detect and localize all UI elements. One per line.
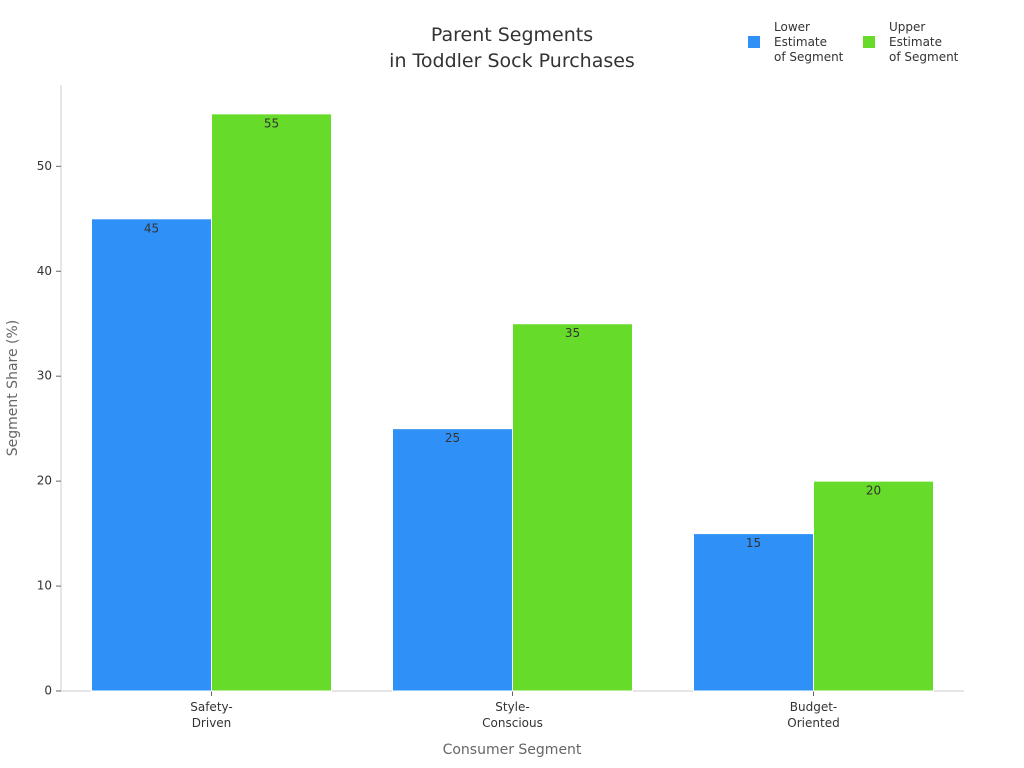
value-label: 45 bbox=[144, 221, 159, 235]
y-tick-label: 0 bbox=[44, 684, 52, 698]
value-label: 35 bbox=[565, 326, 580, 340]
bar bbox=[91, 218, 212, 692]
x-tick-label: Style-Conscious bbox=[482, 700, 543, 730]
x-axis-label: Consumer Segment bbox=[443, 742, 582, 758]
legend-swatch bbox=[748, 36, 760, 48]
x-tick-label: Safety-Driven bbox=[190, 700, 233, 730]
value-label: 55 bbox=[264, 116, 279, 130]
value-label: 15 bbox=[746, 536, 761, 550]
bar bbox=[693, 533, 814, 692]
y-tick-label: 20 bbox=[37, 474, 52, 488]
y-tick-label: 40 bbox=[37, 264, 52, 278]
y-axis-label: Segment Share (%) bbox=[5, 320, 21, 457]
bar bbox=[512, 323, 633, 692]
chart-title: Parent Segments in Toddler Sock Purchases bbox=[389, 24, 635, 72]
legend-label: Lower Estimate of Segment bbox=[774, 20, 844, 64]
value-label: 25 bbox=[445, 431, 460, 445]
value-label: 20 bbox=[866, 484, 881, 498]
y-tick-label: 10 bbox=[37, 579, 52, 593]
legend-swatch bbox=[863, 36, 875, 48]
bar bbox=[813, 480, 934, 692]
x-tick-label: Budget-Oriented bbox=[787, 700, 839, 730]
y-tick-label: 50 bbox=[37, 159, 52, 173]
y-tick-label: 30 bbox=[37, 369, 52, 383]
bar bbox=[211, 113, 332, 692]
bar bbox=[392, 428, 513, 692]
legend-label: Upper Estimate of Segment bbox=[889, 20, 959, 64]
